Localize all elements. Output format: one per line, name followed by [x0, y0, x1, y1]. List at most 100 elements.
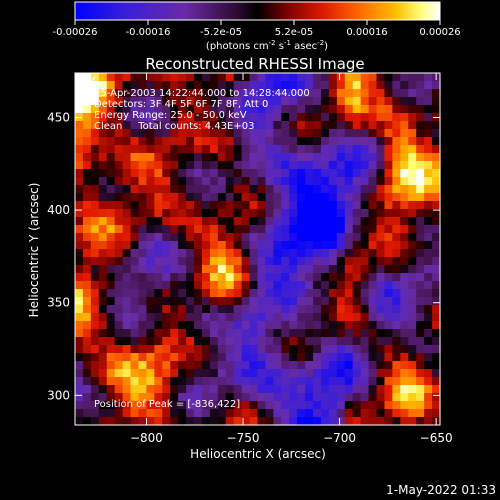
heatmap-cell [209, 193, 219, 202]
heatmap-cell [400, 89, 409, 98]
heatmap-cell [400, 393, 409, 402]
heatmap-cell [416, 329, 425, 338]
heatmap-cell [241, 129, 251, 138]
heatmap-cell [328, 377, 338, 386]
heatmap-cell [106, 377, 116, 386]
heatmap-cell [305, 337, 314, 346]
heatmap-cell [416, 201, 425, 210]
heatmap-cell [360, 337, 370, 346]
heatmap-cell [368, 289, 378, 298]
heatmap-cell [75, 401, 84, 410]
heatmap-cell [408, 337, 417, 346]
heatmap-cell [328, 361, 338, 370]
heatmap-cell [360, 289, 370, 298]
heatmap-cell [90, 185, 100, 194]
heatmap-cell [162, 105, 171, 114]
heatmap-cell [130, 297, 140, 306]
heatmap-cell [320, 297, 330, 306]
heatmap-cell [289, 361, 298, 370]
heatmap-cell [106, 345, 116, 354]
heatmap-cell [360, 97, 370, 106]
heatmap-cell [201, 257, 211, 266]
heatmap-cell [297, 369, 306, 378]
heatmap-cell [162, 385, 171, 394]
heatmap-cell [106, 137, 116, 146]
heatmap-cell [392, 153, 401, 162]
heatmap-cell [233, 313, 243, 322]
heatmap-cell [384, 337, 393, 346]
heatmap-cell [432, 217, 441, 226]
heatmap-cell [82, 337, 92, 346]
heatmap-cell [257, 89, 267, 98]
heatmap-cell [305, 193, 314, 202]
heatmap-cell [194, 129, 203, 138]
heatmap-cell [75, 161, 84, 170]
heatmap-cell [90, 89, 100, 98]
heatmap-cell [114, 249, 124, 258]
heatmap-cell [194, 289, 203, 298]
heatmap-cell [289, 313, 298, 322]
heatmap-cell [344, 289, 354, 298]
heatmap-cell [416, 161, 425, 170]
heatmap-cell [281, 153, 290, 162]
heatmap-cell [90, 145, 100, 154]
heatmap-cell [233, 281, 243, 290]
heatmap-cell [154, 201, 163, 210]
heatmap-cell [408, 225, 417, 234]
heatmap-cell [273, 241, 282, 250]
heatmap-cell [257, 81, 267, 90]
heatmap-cell [106, 249, 116, 258]
heatmap-cell [305, 169, 314, 178]
heatmap-cell [217, 385, 227, 394]
heatmap-cell [313, 89, 322, 98]
colorbar-units-label: (photons cm-2 s-1 asec-2) [206, 39, 328, 52]
heatmap-cell [170, 137, 179, 146]
heatmap-cell [297, 217, 306, 226]
heatmap-cell [384, 329, 393, 338]
heatmap-cell [90, 297, 100, 306]
heatmap-cell [384, 369, 393, 378]
heatmap-cell [106, 233, 116, 242]
heatmap-cell [194, 145, 203, 154]
heatmap-cell [408, 377, 417, 386]
heatmap-cell [130, 353, 140, 362]
heatmap-cell [201, 97, 211, 106]
heatmap-cell [313, 257, 322, 266]
heatmap-cell [194, 305, 203, 314]
heatmap-cell [400, 361, 409, 370]
heatmap-cell [241, 201, 251, 210]
heatmap-cell [328, 249, 338, 258]
heatmap-cell [75, 273, 84, 282]
heatmap-cell [162, 225, 171, 234]
heatmap-cell [305, 137, 314, 146]
heatmap-cell [249, 209, 259, 218]
heatmap-cell [297, 329, 306, 338]
heatmap-cell [336, 417, 346, 426]
heatmap-cell [201, 329, 211, 338]
heatmap-cell [344, 329, 354, 338]
heatmap-cell [408, 145, 417, 154]
heatmap-cell [352, 113, 362, 122]
heatmap-cell [201, 233, 211, 242]
heatmap-cell [297, 241, 306, 250]
heatmap-cell [384, 409, 393, 418]
heatmap-cell [328, 89, 338, 98]
heatmap-cell [305, 97, 314, 106]
heatmap-cell [201, 89, 211, 98]
heatmap-cell [98, 209, 108, 218]
heatmap-cell [233, 73, 243, 82]
heatmap-cell [209, 257, 219, 266]
heatmap-cell [400, 273, 409, 282]
heatmap-cell [106, 97, 116, 106]
heatmap-cell [186, 393, 195, 402]
heatmap-cell [178, 281, 187, 290]
heatmap-cell [257, 417, 267, 426]
heatmap-cell [170, 289, 179, 298]
heatmap-cell [194, 257, 203, 266]
heatmap-cell [249, 217, 259, 226]
heatmap-cell [106, 305, 116, 314]
heatmap-cell [360, 297, 370, 306]
heatmap-cell [162, 329, 171, 338]
heatmap-cell [368, 169, 378, 178]
heatmap-cell [400, 113, 409, 122]
